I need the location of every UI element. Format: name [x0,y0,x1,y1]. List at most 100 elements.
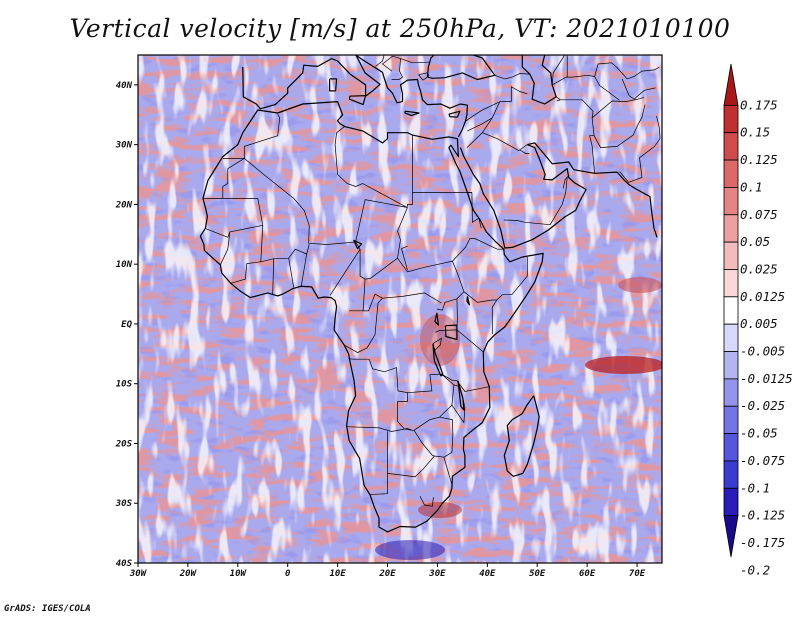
colorbar-bottom-arrow [723,515,739,558]
country-border [397,257,465,303]
country-border [300,253,308,287]
map-frame [137,54,663,564]
colorbar-label: -0.175 [740,535,785,550]
x-tick-label: 70E [629,569,646,579]
country-border [465,101,499,122]
y-tick-label: 30S [115,499,133,509]
madagascar-coastline [503,395,540,477]
country-border [451,384,466,424]
colorbar-label: 0.175 [740,97,778,112]
y-tick-label: EQ [121,320,132,330]
sardinia-coastline [329,78,338,92]
country-border [244,158,310,226]
velocity-field [138,55,662,563]
arabia-coastline [459,144,587,249]
field-white-streaks [138,55,662,563]
country-border [593,104,646,148]
country-border [418,72,430,81]
country-border [401,245,408,271]
black-sea-coastline [426,55,496,81]
country-border [288,258,295,288]
balkan-turkey-coastline [355,55,468,138]
country-border [619,115,661,183]
colorbar-swatch [723,351,739,380]
y-tick-label: 20S [115,439,133,449]
country-borders [202,55,661,507]
colorbar-label: 0.075 [740,207,778,222]
country-border [594,62,660,80]
colorbar-swatch [723,132,739,161]
colorbar-swatch [723,241,739,270]
colorbar-swatch [723,104,739,134]
crete-coastline [404,110,420,117]
colorbar-swatch [723,460,739,489]
lake-outline [466,296,470,306]
x-tick-label: 30E [428,569,446,579]
country-border [491,299,498,335]
lake-outline [434,312,439,326]
colorbar-swatch [723,187,739,216]
country-border [334,144,413,208]
country-border [549,177,568,225]
colorbar-label: -0.005 [740,344,785,359]
south-africa-updraft [418,502,462,518]
sicily-coastline [349,94,367,106]
colorbar-label: 0.005 [740,316,778,331]
country-border [413,430,435,457]
x-tick-label: 20E [378,569,396,579]
colorbar-swatch [723,159,739,188]
country-border [591,97,645,119]
country-border [466,132,528,152]
colorbar-label: -0.1 [740,480,770,495]
country-border [219,231,231,265]
country-border [243,114,281,159]
country-border [346,426,414,432]
country-border [482,101,512,133]
x-tick-label: 60E [579,569,596,579]
colorbar-label: -0.05 [740,426,778,441]
y-tick-label: 40S [116,559,133,569]
y-tick-label: 10S [116,380,133,390]
east-africa-updraft [420,314,460,366]
colorbar-label: -0.025 [740,398,785,413]
colorbar-swatch [723,487,739,517]
country-border [436,302,446,311]
country-border [432,337,442,352]
colorbar-label: 0.025 [740,261,778,276]
country-border [439,416,454,458]
x-tick-label: 30W [129,569,148,579]
country-border [308,199,408,245]
cyprus-coastline [448,110,461,118]
country-border [503,219,551,226]
indian-ocean-updraft [585,356,662,374]
colorbar: -0.2 -0.175 -0.125 -0.1 -0.075 -0.05 -0.025 -0.… [723,63,793,577]
country-border [370,431,388,496]
country-border [419,495,434,507]
colorbar-label: -0.0125 [740,371,793,386]
country-border [435,329,457,333]
iran-coastline [527,142,658,238]
country-border [621,78,656,100]
lake-outline [353,239,363,250]
colorbar-swatch [723,378,739,407]
country-border [359,207,408,280]
country-border [471,192,482,229]
colorbar-swatch [723,323,739,352]
country-border [551,74,620,101]
x-axis-ticks: 30W 20W 10W 0 10E 20E 30E 40E 50E 60E 70E [129,563,646,579]
country-border [202,158,245,199]
country-border [343,297,383,353]
country-border [230,261,261,284]
y-tick-label: 30N [115,141,133,151]
country-border [272,258,275,295]
south-atlantic-downdraft [375,540,445,560]
country-border [562,174,570,189]
x-tick-label: 0 [285,569,291,579]
chart-title: Vertical velocity [m/s] at 250hPa, VT: 2… [69,14,731,43]
y-axis-ticks: 40N 30N 20N 10N EQ 10S 20S 30S 40S [115,81,138,569]
colorbar-label: 0.1 [740,179,763,194]
colorbar-swatch [723,405,739,434]
indian-ocean-updraft-2 [618,277,662,293]
colorbar-swatch [723,214,739,243]
country-border [375,55,385,67]
